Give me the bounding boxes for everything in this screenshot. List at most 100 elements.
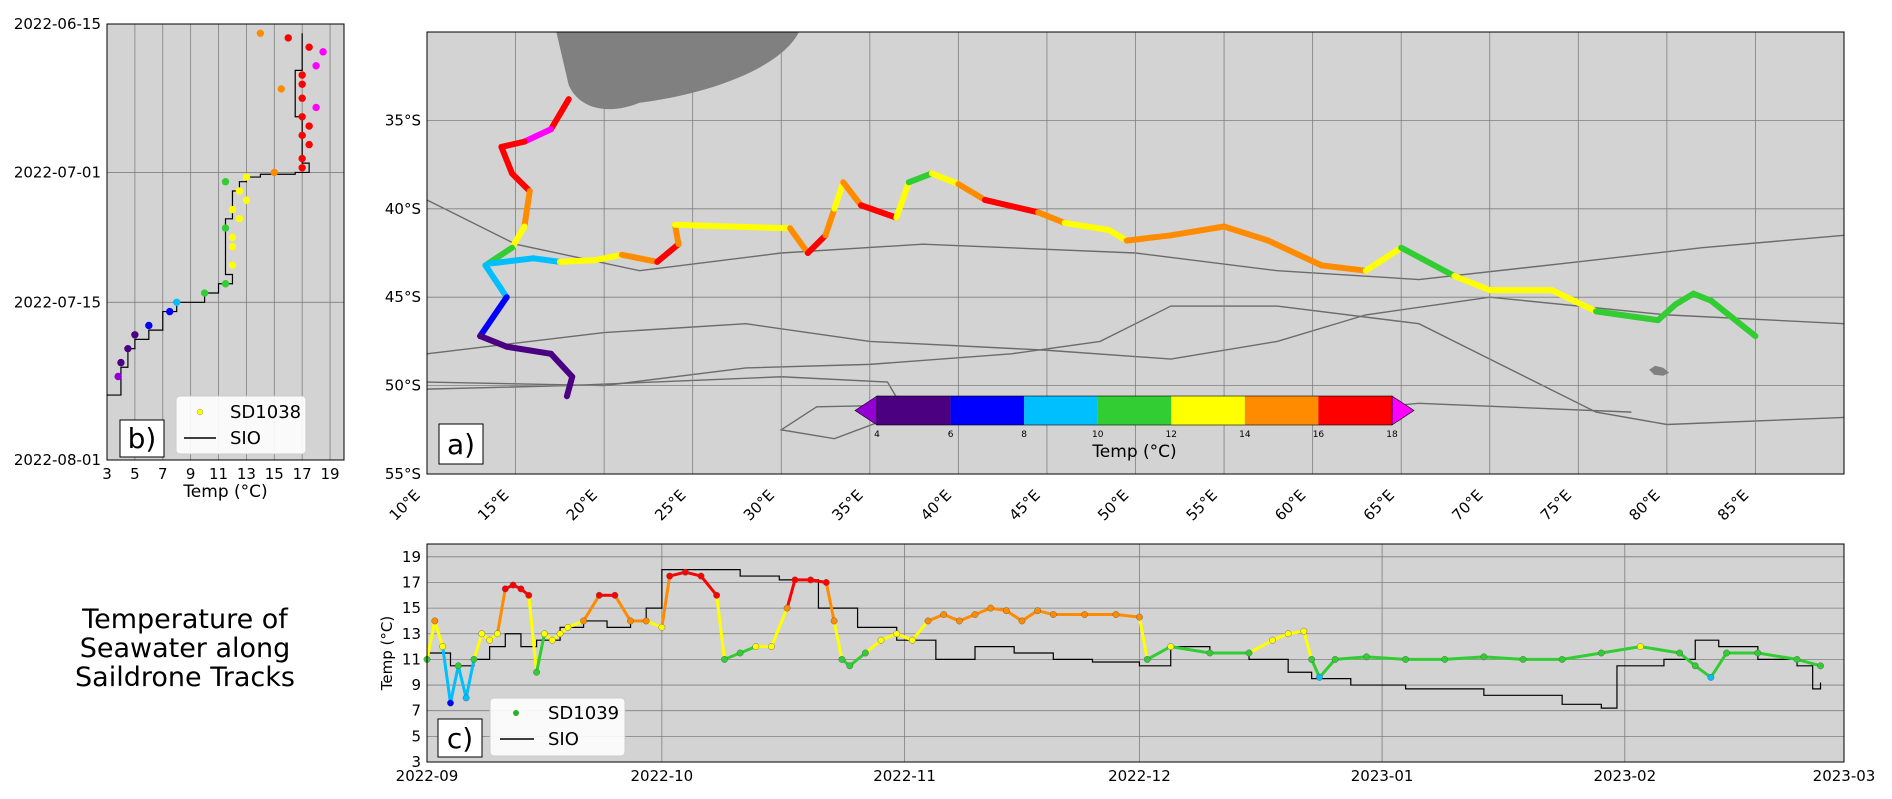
sd1039-point bbox=[940, 611, 948, 618]
sd1039-segment bbox=[1335, 655, 1367, 661]
sd1039-segment bbox=[1444, 655, 1484, 661]
sd1039-point bbox=[1002, 607, 1010, 615]
sd1039-segment bbox=[1640, 645, 1680, 655]
sd1039-segment bbox=[472, 633, 484, 660]
sd1039-point bbox=[1316, 673, 1323, 681]
sd1038-point bbox=[235, 187, 244, 195]
track-segment bbox=[1221, 223, 1272, 244]
sd1039-point bbox=[1269, 636, 1276, 644]
sd1039-point bbox=[666, 572, 674, 580]
track-segment bbox=[1035, 209, 1068, 226]
title-line-1: Temperature of bbox=[81, 604, 289, 635]
track-segment bbox=[822, 205, 838, 239]
sd1039-segment bbox=[660, 575, 672, 628]
track-segment bbox=[485, 255, 537, 267]
sd1038-point bbox=[305, 43, 313, 51]
track-segment bbox=[1655, 301, 1679, 324]
sd1039-point bbox=[862, 649, 869, 657]
x-tick-label: 40°E bbox=[917, 486, 955, 524]
sd1039-point bbox=[658, 623, 666, 631]
x-tick-label: 15 bbox=[265, 465, 284, 483]
colorbar-tick: 16 bbox=[1313, 430, 1325, 440]
track-segment bbox=[671, 221, 682, 248]
colorbar-tick: 14 bbox=[1239, 430, 1251, 440]
panel-a-label: a) bbox=[447, 428, 475, 461]
x-tick-label: 25°E bbox=[651, 486, 689, 524]
sd1039-point bbox=[971, 611, 979, 618]
sd1039-point bbox=[1245, 649, 1253, 657]
sd1039-point bbox=[1691, 662, 1699, 670]
sd1039-point bbox=[1049, 611, 1057, 618]
sd1039-point bbox=[807, 576, 815, 584]
sd1039-point bbox=[541, 630, 548, 638]
colorbar-bin bbox=[950, 396, 1025, 425]
x-tick-label: 13 bbox=[237, 465, 256, 483]
track-segment bbox=[1061, 219, 1112, 234]
x-tick-label: 2023-02 bbox=[1593, 767, 1656, 785]
sd1038-point bbox=[298, 80, 306, 88]
sd1038-point bbox=[228, 205, 237, 214]
panel-b-legend bbox=[175, 395, 307, 455]
sd1038-point bbox=[242, 196, 251, 204]
x-tick-label: 20°E bbox=[563, 486, 601, 524]
sd1039-segment bbox=[1601, 645, 1641, 655]
panel-b-label-box bbox=[119, 419, 165, 458]
colorbar-bin bbox=[1097, 396, 1172, 425]
x-tick-label: 70°E bbox=[1448, 486, 1486, 524]
sd1038-point bbox=[221, 178, 230, 186]
track-segment bbox=[1593, 308, 1662, 324]
legend-label-sio: SIO bbox=[548, 729, 579, 750]
sd1039-point bbox=[548, 636, 556, 644]
y-tick-label: 19 bbox=[402, 548, 421, 566]
sd1039-point bbox=[1519, 656, 1527, 663]
sd1039-segment bbox=[1757, 651, 1798, 661]
panel-a-label-box bbox=[438, 423, 484, 465]
sd1038-point bbox=[221, 224, 230, 232]
track-segment bbox=[498, 138, 528, 150]
colorbar-tick: 12 bbox=[1166, 430, 1177, 440]
track-segment bbox=[981, 196, 1042, 216]
sd1039-segment bbox=[1115, 613, 1140, 619]
colorbar-tick: 18 bbox=[1386, 430, 1398, 440]
sd1039-segment bbox=[1561, 651, 1602, 661]
sd1039-segment bbox=[911, 619, 930, 642]
sd1039-segment bbox=[832, 620, 844, 660]
x-tick-label: 55°E bbox=[1183, 486, 1221, 524]
sd1038-point bbox=[312, 62, 320, 70]
sd1039-segment bbox=[1483, 655, 1524, 661]
sd1039-point bbox=[846, 662, 854, 670]
sd1039-segment bbox=[770, 607, 789, 648]
sd1039-point bbox=[486, 636, 494, 644]
sd1039-point bbox=[908, 636, 916, 644]
x-tick-label: 80°E bbox=[1625, 486, 1663, 524]
colorbar-tick: 6 bbox=[948, 430, 954, 440]
x-tick-label: 9 bbox=[186, 465, 196, 483]
sd1038-point bbox=[124, 344, 132, 353]
x-tick-label: 17 bbox=[293, 465, 312, 483]
panel-c-label-box bbox=[437, 718, 483, 758]
x-tick-label: 15°E bbox=[474, 486, 512, 524]
sd1039-segment bbox=[535, 633, 546, 673]
track-segment bbox=[1708, 297, 1759, 340]
y-tick-label: 2022-08-01 bbox=[14, 451, 101, 469]
sd1039-point bbox=[681, 568, 689, 576]
track-segment bbox=[618, 251, 661, 265]
x-tick-label: 5 bbox=[130, 465, 140, 483]
x-tick-label: 50°E bbox=[1094, 486, 1132, 524]
sd1039-point bbox=[1112, 611, 1120, 618]
track-segment bbox=[1105, 227, 1130, 244]
sd1039-point bbox=[783, 604, 791, 612]
sd1038-point bbox=[235, 215, 244, 223]
track-segment bbox=[1123, 232, 1174, 244]
track-segment bbox=[509, 170, 533, 195]
sd1039-point bbox=[447, 699, 454, 707]
sd1039-point bbox=[830, 617, 838, 625]
sd1038-point bbox=[298, 154, 306, 163]
sd1039-point bbox=[501, 585, 509, 593]
sd1039-segment bbox=[1318, 658, 1337, 679]
y-tick-label: 5 bbox=[411, 727, 421, 745]
track-segment bbox=[1672, 290, 1697, 308]
x-tick-label: 2023-01 bbox=[1351, 767, 1414, 785]
sd1039-point bbox=[611, 591, 619, 599]
sd1039-point bbox=[556, 630, 564, 638]
